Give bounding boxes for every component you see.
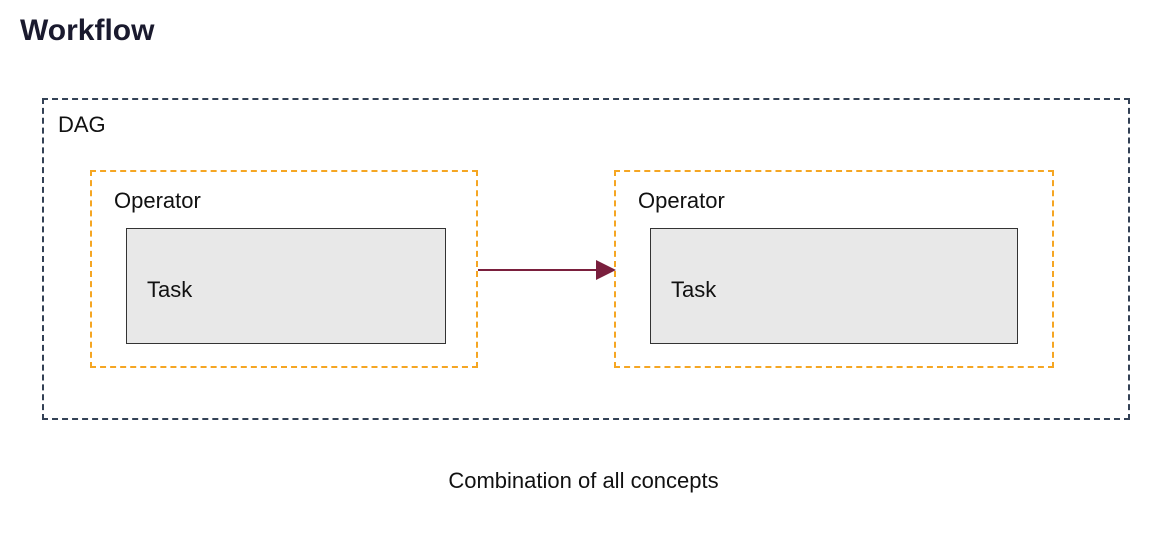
page-title: Workflow: [20, 14, 154, 48]
arrow-icon: [468, 260, 624, 300]
task-label-1: Task: [671, 277, 716, 303]
task-label-0: Task: [147, 277, 192, 303]
operator-label-0: Operator: [114, 188, 201, 214]
operator-label-1: Operator: [638, 188, 725, 214]
task-box-1: Task: [650, 228, 1018, 344]
dag-label: DAG: [58, 112, 106, 138]
diagram-caption: Combination of all concepts: [0, 468, 1167, 494]
task-box-0: Task: [126, 228, 446, 344]
